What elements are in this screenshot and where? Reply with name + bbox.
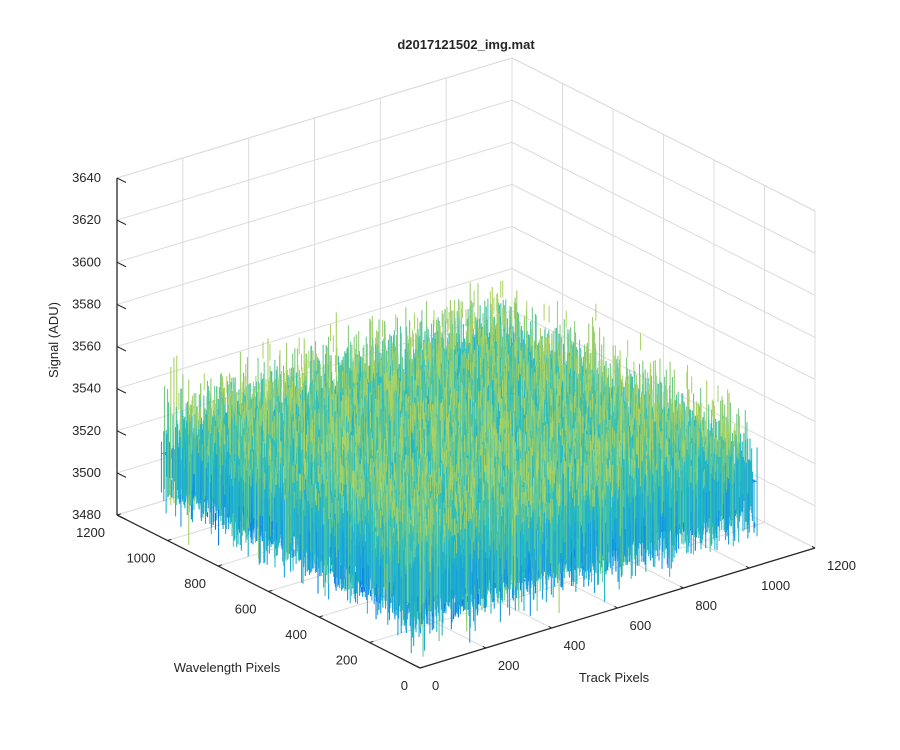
- grid-line: [511, 99, 816, 254]
- box-edge: [511, 57, 816, 212]
- grid-line: [511, 268, 816, 423]
- box-edge: [116, 57, 513, 179]
- grid-line: [511, 141, 816, 296]
- grid-line: [116, 226, 513, 347]
- grid-line: [116, 268, 513, 390]
- grid-line: [116, 183, 513, 305]
- grid-line: [511, 226, 816, 380]
- grid-line: [511, 310, 816, 465]
- surface-plot: [160, 280, 758, 657]
- grid-line: [116, 141, 513, 263]
- grid-line: [369, 522, 765, 643]
- grid-line: [116, 99, 513, 221]
- grid-line: [511, 183, 816, 338]
